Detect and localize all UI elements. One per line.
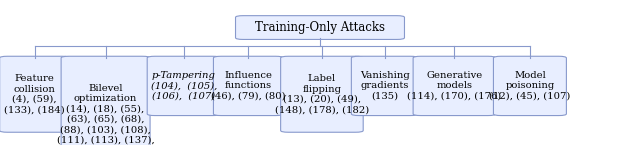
Text: Feature
collision
(4), (59),
(133), (184): Feature collision (4), (59), (133), (184…: [4, 74, 65, 114]
FancyBboxPatch shape: [147, 56, 220, 116]
Text: Vanishing
gradients
(135): Vanishing gradients (135): [360, 71, 410, 101]
Text: Label
flipping
(13), (20), (49),
(148), (178), (182): Label flipping (13), (20), (49), (148), …: [275, 74, 369, 114]
Text: Training-Only Attacks: Training-Only Attacks: [255, 21, 385, 34]
Text: p-Tampering
(104),  (105),
(106),  (107): p-Tampering (104), (105), (106), (107): [150, 71, 217, 101]
FancyBboxPatch shape: [214, 56, 283, 116]
Text: Bilevel
optimization
(14), (18), (55),
(63), (65), (68),
(88), (103), (108),
(11: Bilevel optimization (14), (18), (55), (…: [57, 84, 154, 145]
Text: Influence
functions
(46), (79), (80): Influence functions (46), (79), (80): [211, 71, 285, 101]
FancyBboxPatch shape: [493, 56, 566, 116]
Text: Generative
models
(114), (170), (176): Generative models (114), (170), (176): [407, 71, 502, 101]
FancyBboxPatch shape: [236, 16, 404, 39]
FancyBboxPatch shape: [413, 56, 495, 116]
Text: Model
poisoning
(12), (45), (107): Model poisoning (12), (45), (107): [489, 71, 571, 101]
FancyBboxPatch shape: [0, 56, 70, 132]
FancyBboxPatch shape: [280, 56, 364, 132]
FancyBboxPatch shape: [351, 56, 418, 116]
FancyBboxPatch shape: [61, 56, 150, 145]
